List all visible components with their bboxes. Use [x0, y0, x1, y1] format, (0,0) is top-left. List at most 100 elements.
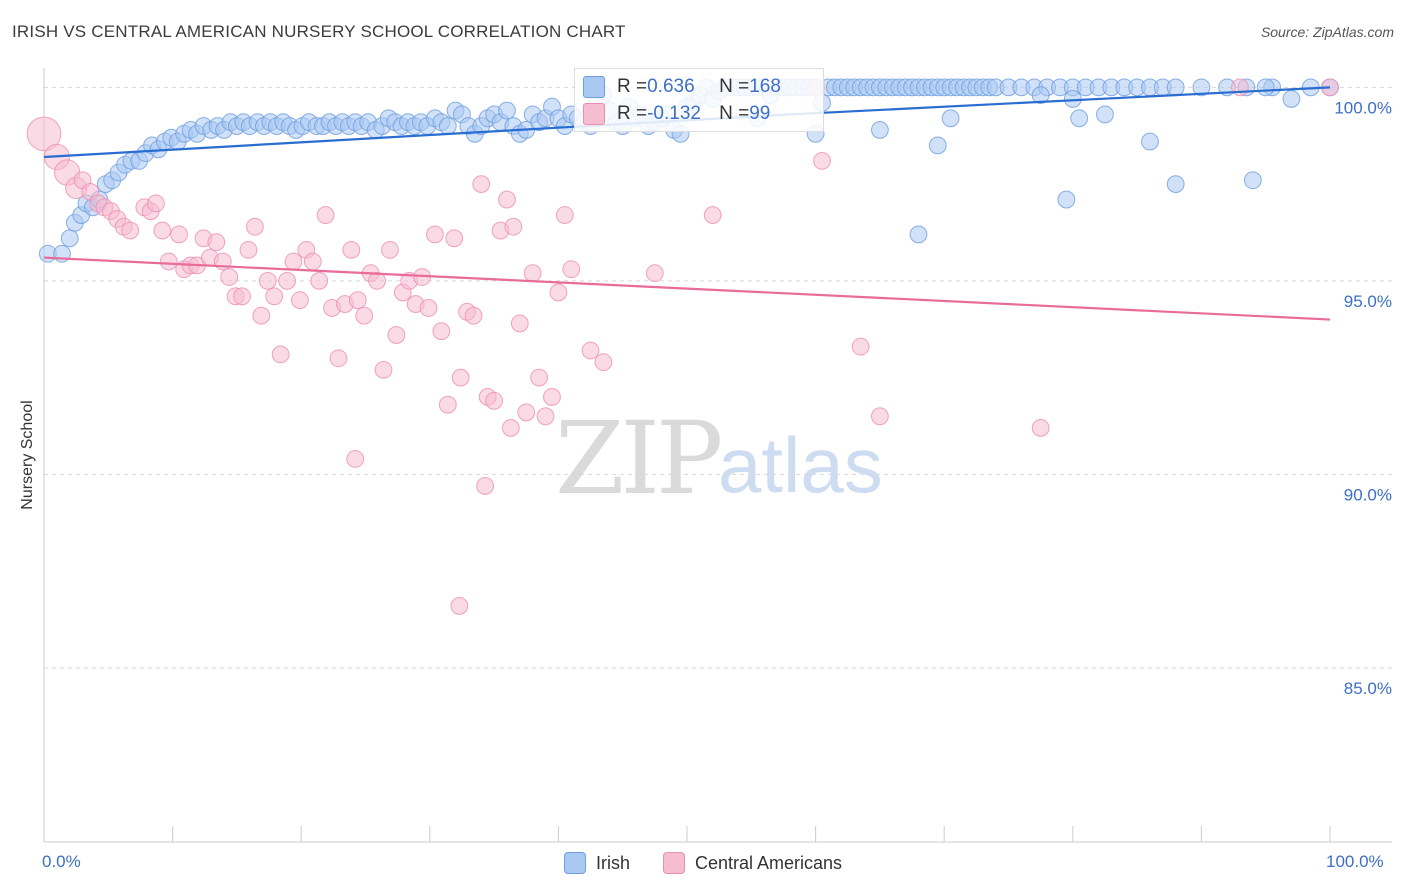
irish-r-label: R = — [617, 76, 648, 97]
central-american-point — [432, 322, 451, 341]
irish-point — [1166, 175, 1185, 194]
central-american-point — [498, 190, 516, 209]
irish-r-value: 0.636 — [647, 76, 695, 97]
central-american-point — [703, 206, 722, 224]
central-american-point — [387, 326, 406, 344]
central-american-point — [450, 597, 469, 615]
central-american-point — [246, 217, 264, 236]
central-american-point — [543, 388, 561, 406]
central-american-point — [517, 403, 536, 422]
central-american-point — [153, 221, 172, 240]
central-american-point — [381, 240, 399, 259]
irish-point — [941, 109, 960, 128]
central-american-point — [451, 368, 470, 387]
central-american-point — [146, 194, 165, 213]
central-american-point — [207, 233, 226, 252]
irish-point — [1282, 90, 1301, 108]
central-american-point — [278, 271, 296, 290]
legend-item-irish[interactable]: Irish — [563, 852, 630, 874]
central-american-point — [303, 252, 322, 271]
central-american-point — [342, 240, 361, 259]
ca-r-label: R = — [617, 103, 648, 124]
legend-item-ca[interactable]: Central Americans — [662, 852, 842, 874]
central-american-point — [594, 353, 613, 372]
x-tick-label-min: 0.0% — [42, 852, 81, 871]
y-tick-label: 95.0% — [1344, 292, 1392, 311]
central-american-point — [368, 271, 386, 290]
central-american-point — [562, 260, 581, 279]
central-american-point — [26, 116, 62, 152]
central-american-point — [438, 395, 457, 414]
central-american-point — [316, 206, 335, 224]
ca-swatch — [583, 103, 605, 125]
watermark-zip: ZIP — [555, 400, 723, 517]
central-american-point — [536, 407, 555, 426]
central-american-point — [445, 229, 464, 248]
central-american-point — [485, 391, 504, 410]
irish-point — [438, 117, 457, 135]
irish-point — [871, 121, 889, 139]
central-american-point — [476, 477, 494, 495]
y-tick-label: 90.0% — [1344, 485, 1392, 504]
central-american-point — [523, 264, 542, 283]
legend: Irish Central Americans — [0, 852, 1406, 879]
irish-point — [1070, 109, 1089, 128]
irish-swatch — [583, 76, 605, 98]
legend-irish-label: Irish — [595, 852, 630, 873]
central-american-point — [530, 368, 549, 387]
central-american-point — [504, 217, 523, 236]
stats-row-ca: R = -0.132 N = 99 — [583, 101, 770, 127]
central-american-point — [159, 252, 178, 271]
central-american-point — [419, 299, 438, 317]
legend-irish-swatch — [563, 852, 586, 874]
central-american-point — [871, 407, 889, 426]
irish-point — [1031, 86, 1050, 104]
central-american-point — [329, 349, 348, 368]
central-american-point — [170, 225, 188, 244]
central-american-point — [220, 268, 239, 286]
central-american-point — [291, 291, 309, 310]
central-american-point — [355, 306, 374, 325]
central-american-point — [348, 291, 367, 310]
irish-point — [1256, 78, 1275, 97]
central-american-point — [310, 271, 329, 290]
ca-n-label: N = — [719, 103, 750, 124]
y-tick-label: 100.0% — [1334, 98, 1392, 117]
central-american-point — [464, 306, 483, 325]
central-american-trend-line — [43, 256, 1331, 321]
central-american-point — [555, 206, 574, 224]
irish-point — [60, 229, 79, 248]
irish-point — [909, 225, 928, 244]
central-american-point — [549, 283, 568, 302]
irish-point — [1166, 78, 1185, 97]
ca-n-value: 99 — [749, 103, 771, 124]
central-american-point — [233, 287, 251, 306]
central-american-point — [265, 287, 284, 306]
irish-point — [1192, 78, 1211, 97]
irish-point — [1243, 171, 1262, 190]
x-tick-label-max: 100.0% — [1326, 852, 1384, 871]
irish-point — [1141, 132, 1159, 151]
ca-r-value: -0.132 — [647, 103, 701, 124]
central-american-point — [252, 306, 271, 325]
watermark-atlas: atlas — [718, 421, 883, 509]
stats-box: R = 0.636 N = 168 R = -0.132 N = 99 — [574, 68, 824, 132]
central-american-point — [346, 449, 365, 468]
chart-title: IRISH VS CENTRAL AMERICAN NURSERY SCHOOL… — [12, 22, 626, 41]
central-american-point — [501, 419, 520, 437]
central-american-point — [851, 337, 870, 356]
central-american-point — [258, 271, 277, 290]
central-american-point — [645, 264, 664, 283]
central-american-point — [271, 345, 290, 364]
central-american-point — [284, 252, 303, 271]
central-american-point — [581, 341, 600, 360]
irish-n-label: N = — [719, 76, 750, 97]
central-american-point — [472, 175, 491, 194]
legend-ca-swatch — [662, 852, 685, 874]
irish-n-value: 168 — [749, 76, 781, 97]
stats-row-irish: R = 0.636 N = 168 — [583, 74, 781, 100]
irish-point — [1096, 105, 1114, 124]
central-american-point — [374, 360, 393, 379]
irish-point — [498, 101, 516, 120]
